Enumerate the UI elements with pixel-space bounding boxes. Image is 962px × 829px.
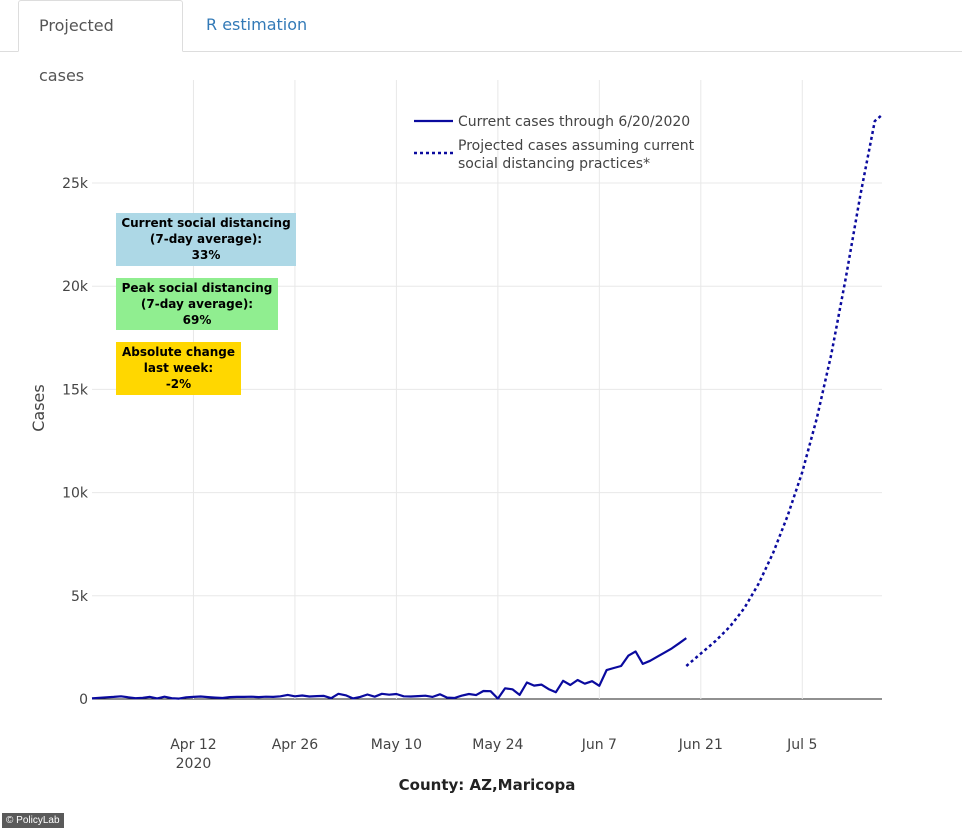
current-cases-line (91, 637, 687, 700)
x-axis-label: County: AZ,Maricopa (399, 776, 576, 794)
y-tick-label: 5k (71, 589, 89, 605)
peak-distancing-badge: Peak social distancing (7-day average): … (116, 278, 278, 330)
y-tick-label: 15k (62, 382, 89, 398)
x-tick-label: Jun 21 (678, 737, 723, 753)
peak-distancing-line2: (7-day average): (140, 297, 254, 311)
legend-projected-line1: Projected cases assuming current (458, 138, 695, 154)
y-tick-label: 10k (62, 486, 89, 502)
tab-projected-cases[interactable]: Projected cases (18, 0, 183, 85)
y-axis-label: Cases (29, 384, 48, 432)
current-distancing-badge: Current social distancing (7-day average… (116, 213, 296, 266)
x-tick-label: May 10 (371, 737, 422, 753)
current-distancing-value: 33% (191, 248, 221, 262)
current-distancing-line1: Current social distancing (121, 216, 291, 230)
tab-r-estimation[interactable]: R estimation (206, 15, 308, 34)
x-tick-label: Jun 7 (581, 737, 617, 753)
y-axis-ticks: 0 5k 10k 15k 20k 25k (62, 176, 89, 708)
x-tick-label: Apr 12 (170, 737, 216, 753)
absolute-change-value: -2% (165, 377, 192, 391)
chart-series (91, 113, 883, 700)
legend-current-cases: Current cases through 6/20/2020 (458, 114, 690, 130)
projected-cases-line (685, 113, 883, 667)
x-tick-label: May 24 (472, 737, 523, 753)
absolute-change-badge: Absolute change last week: -2% (116, 342, 241, 395)
x-tick-label: Jul 5 (786, 737, 817, 753)
x-tick-sublabel: 2020 (176, 756, 212, 772)
y-tick-label: 25k (62, 176, 89, 192)
legend-projected-line2: social distancing practices* (458, 156, 650, 172)
x-tick-label: Apr 26 (272, 737, 319, 753)
y-tick-label: 20k (62, 279, 89, 295)
policylab-watermark: © PolicyLab (2, 813, 64, 828)
absolute-change-line1: Absolute change (122, 345, 235, 359)
peak-distancing-value: 69% (182, 313, 212, 327)
peak-distancing-line1: Peak social distancing (121, 281, 273, 295)
chart-legend: Current cases through 6/20/2020 Projected… (414, 114, 695, 172)
tab-bar: Projected cases R estimation (0, 0, 962, 85)
y-tick-label: 0 (79, 692, 88, 708)
current-distancing-line2: (7-day average): (149, 232, 263, 246)
absolute-change-line2: last week: (143, 361, 214, 375)
x-axis-ticks: Apr 12 2020 Apr 26 May 10 May 24 Jun 7 Jun 21 J… (170, 737, 817, 772)
